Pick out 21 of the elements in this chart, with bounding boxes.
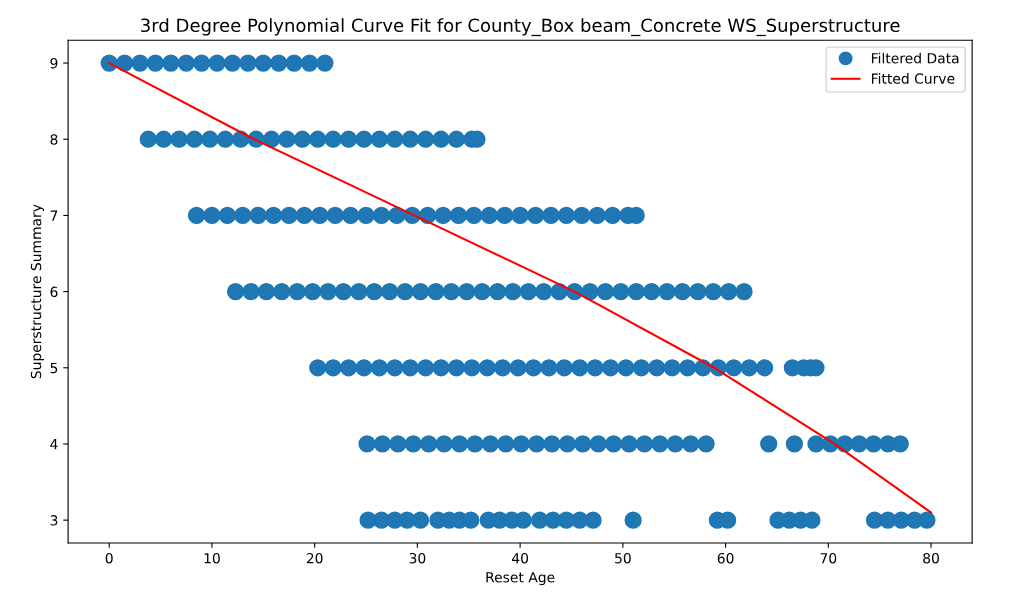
x-tick-label: 20 <box>306 552 323 564</box>
y-tick-label: 6 <box>50 286 58 298</box>
x-tick-label: 30 <box>409 552 426 564</box>
legend-label: Fitted Curve <box>871 73 955 84</box>
y-tick-label: 9 <box>50 58 58 69</box>
x-tick-label: 80 <box>923 552 939 564</box>
x-tick-label: 70 <box>820 552 837 564</box>
y-tick-label: 7 <box>50 210 58 221</box>
y-tick-label: 4 <box>50 439 58 450</box>
x-tick-label: 60 <box>717 552 734 564</box>
y-tick-label: 3 <box>50 515 58 526</box>
chart-title: 3rd Degree Polynomial Curve Fit for County_Box beam_Concrete WS_Superstructure <box>141 18 900 37</box>
x-tick-label: 0 <box>105 552 113 564</box>
y-axis-title: Superstructure Summary <box>30 204 44 379</box>
x-tick-label: 10 <box>204 552 220 564</box>
legend-label: Filtered Data <box>871 52 959 64</box>
y-tick-label: 8 <box>50 134 58 145</box>
x-tick-label: 50 <box>615 552 631 564</box>
y-tick-label: 5 <box>50 362 58 374</box>
x-axis-title: Reset Age <box>486 572 555 586</box>
x-tick-label: 40 <box>511 552 529 564</box>
